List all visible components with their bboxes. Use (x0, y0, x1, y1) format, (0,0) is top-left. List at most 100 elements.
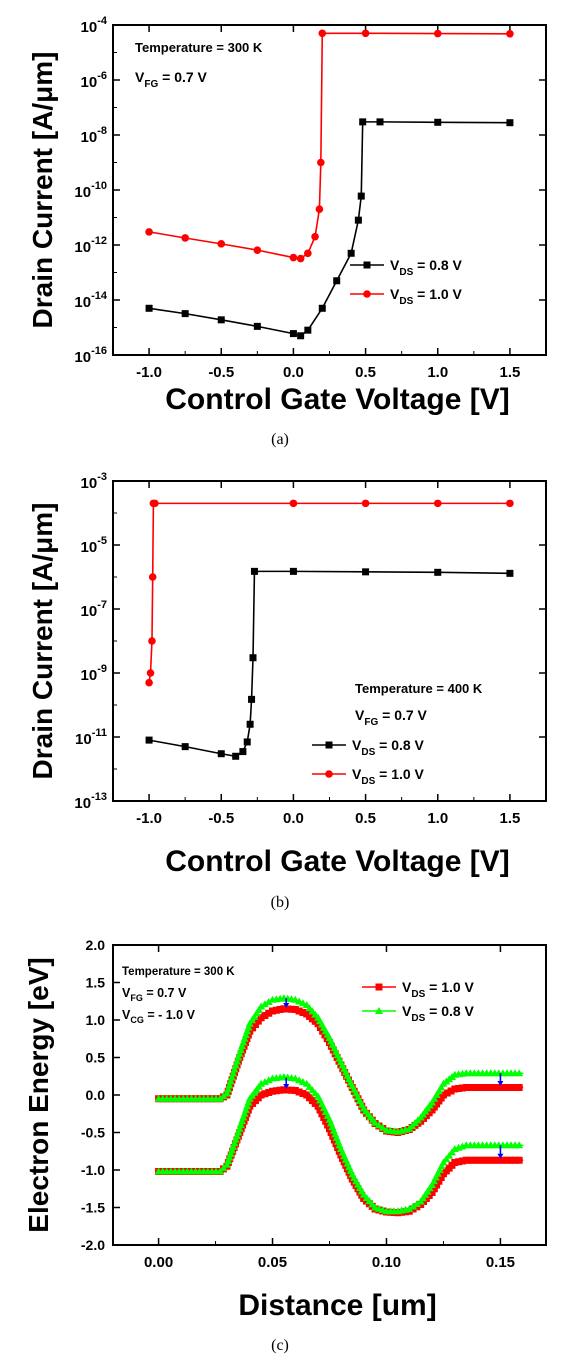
data-point (437, 1162, 446, 1170)
data-point (462, 1084, 470, 1091)
data-point (311, 232, 319, 241)
y-tick-label: 2.0 (86, 937, 106, 953)
data-point (470, 1084, 478, 1091)
x-axis-title: Control Gate Voltage [V] (165, 383, 509, 416)
data-point (474, 1156, 482, 1164)
annotation: VCG = - 1.0 V (122, 1008, 196, 1025)
data-point (151, 499, 159, 508)
data-point (499, 1156, 507, 1164)
data-point (240, 1034, 249, 1042)
data-point (291, 1006, 299, 1013)
data-point (451, 1159, 459, 1166)
data-point (236, 1046, 245, 1053)
data-point (487, 1156, 495, 1164)
x-tick-label: 0.0 (283, 364, 304, 381)
y-tick-label: 10-3 (81, 471, 107, 492)
data-point (232, 752, 240, 760)
data-point (253, 246, 262, 254)
legend-label: VDS = 1.0 V (352, 766, 425, 787)
data-point (511, 1156, 519, 1164)
data-point (374, 1121, 383, 1129)
legend-marker (363, 290, 371, 298)
data-point (499, 1084, 507, 1091)
legend-marker (363, 261, 371, 269)
data-point (145, 304, 153, 312)
data-point (230, 1139, 239, 1147)
data-point (222, 1160, 231, 1168)
data-point (244, 1098, 253, 1106)
legend-marker (325, 741, 333, 749)
data-point (284, 1005, 292, 1013)
data-point (321, 1031, 329, 1039)
x-tick-label: -1.0 (136, 364, 162, 381)
data-point (257, 1014, 265, 1022)
data-point (318, 304, 326, 312)
data-point (243, 1027, 252, 1035)
annotation: VFG = 0.7 V (355, 707, 428, 728)
legend-marker (375, 983, 383, 991)
data-point (246, 720, 254, 728)
data-point (244, 1031, 252, 1039)
annotation: VFG = 0.7 V (135, 69, 208, 90)
data-point (412, 1200, 421, 1207)
data-point (433, 1181, 441, 1189)
y-tick-label: 0.0 (86, 1087, 106, 1103)
data-point (243, 1102, 252, 1110)
data-point (239, 1038, 248, 1046)
data-point (474, 1084, 482, 1091)
data-point (487, 1084, 495, 1091)
y-tick-label: 10-5 (81, 535, 107, 556)
data-point (272, 1087, 280, 1095)
data-point (432, 1091, 441, 1098)
data-point (229, 1142, 238, 1150)
series-line (148, 502, 510, 683)
data-point (503, 1084, 511, 1091)
series-1 (145, 29, 514, 263)
data-point (371, 1118, 380, 1126)
shift-arrowhead (497, 1081, 504, 1086)
data-point (276, 1006, 284, 1013)
data-point (437, 1083, 446, 1091)
data-point (295, 1007, 303, 1015)
data-point (515, 1084, 523, 1091)
series-1 (154, 994, 524, 1135)
data-point (261, 1090, 269, 1098)
data-point (228, 1146, 237, 1154)
y-axis-title: Drain Current [A/μm] (27, 52, 58, 329)
data-point (507, 1084, 515, 1091)
series-0 (145, 118, 514, 340)
data-point (304, 326, 312, 334)
data-point (228, 1073, 237, 1081)
data-point (483, 1156, 491, 1164)
annotation: Temperature = 300 K (135, 40, 263, 55)
data-point (319, 1027, 327, 1035)
x-tick-label: -1.0 (136, 810, 162, 827)
series-line (148, 121, 510, 337)
y-tick-label: 10-9 (81, 663, 107, 684)
data-point (466, 1084, 474, 1091)
series-line (148, 32, 510, 260)
y-tick-label: 10-10 (74, 180, 107, 201)
data-point (317, 158, 325, 167)
x-tick-label: 0.00 (144, 1254, 173, 1271)
data-point (333, 277, 341, 285)
y-tick-label: 10-13 (74, 791, 107, 812)
data-point (234, 1053, 243, 1061)
data-point (318, 29, 327, 38)
data-point (322, 1117, 330, 1125)
data-point (145, 228, 153, 236)
data-point (429, 1177, 438, 1185)
data-point (295, 1088, 303, 1096)
y-tick-label: 0.5 (86, 1050, 106, 1066)
data-point (248, 695, 256, 703)
data-point (466, 1156, 474, 1164)
data-point (148, 573, 157, 581)
chart-panel-0: -1.0 -0.5 0.0 0.5 1.0 1.5 10-16 10-14 10-12 10-10… (27, 15, 547, 448)
data-point (503, 1156, 511, 1164)
data-point (443, 1089, 451, 1097)
y-tick-label: 1.5 (86, 975, 106, 991)
data-point (235, 1124, 244, 1132)
legend-label: VDS = 1.0 V (390, 286, 463, 307)
data-point (230, 1065, 239, 1073)
series-1 (145, 499, 514, 687)
